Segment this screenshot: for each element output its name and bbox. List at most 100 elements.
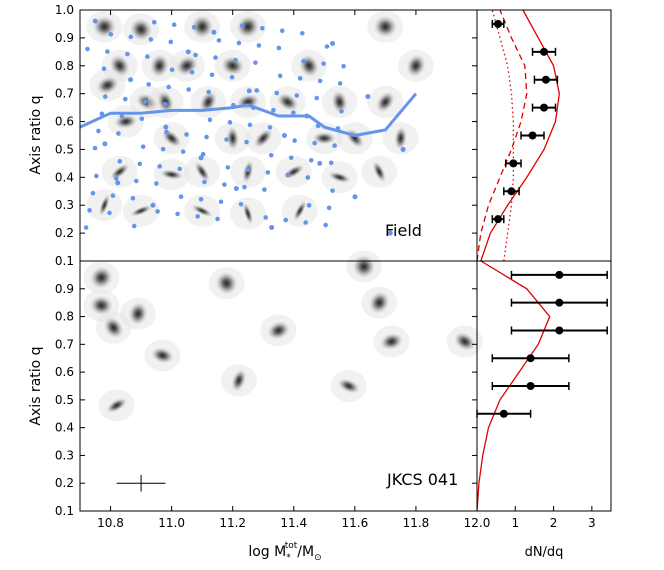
- field-point: [198, 196, 204, 202]
- field-point: [213, 55, 218, 60]
- cluster-distribution-panel: [476, 260, 608, 512]
- field-point: [276, 45, 282, 51]
- field-point: [240, 23, 245, 29]
- distribution-x-axis-ticks: 1 2 3: [476, 506, 596, 530]
- field-point: [162, 101, 168, 107]
- field-point: [337, 81, 343, 86]
- field-point: [130, 195, 136, 201]
- field-point: [262, 187, 267, 192]
- galaxy-image: [226, 126, 240, 151]
- field-point: [202, 179, 207, 185]
- distribution-point: [526, 354, 535, 363]
- galaxy-image: [190, 14, 214, 39]
- field-point: [171, 22, 177, 28]
- y-tick-label: 0.5: [55, 393, 74, 407]
- field-point: [164, 129, 169, 135]
- y-tick-label: 0.2: [55, 476, 74, 490]
- galaxy-image: [328, 171, 352, 184]
- x-axis-title-main: log M: [248, 544, 286, 560]
- field-panel-label: Field: [385, 221, 422, 240]
- field-point: [233, 185, 239, 191]
- galaxy-image: [113, 114, 138, 129]
- galaxy-image: [95, 75, 120, 95]
- distribution-point: [528, 131, 537, 140]
- field-point: [253, 60, 258, 65]
- galaxy-image: [128, 301, 148, 326]
- field-point: [283, 217, 289, 223]
- field-point: [303, 220, 309, 225]
- distribution-point: [494, 19, 503, 28]
- galaxy-image: [129, 17, 153, 42]
- field-point: [96, 128, 101, 134]
- galaxy-image: [242, 202, 254, 226]
- field-point: [154, 181, 159, 186]
- field-point: [277, 73, 283, 79]
- y-tick-label: 0.8: [55, 59, 74, 73]
- distribution-point: [540, 47, 548, 56]
- field-point: [246, 88, 252, 94]
- field-point: [131, 223, 137, 229]
- field-point: [332, 143, 337, 148]
- x-axis-title-sub: *: [286, 553, 291, 563]
- field-scatter-panel: 0.1 0.2 0.3 0.4 0.5 0.6 0.7 0.8 0.9 1.0 Field: [55, 3, 478, 268]
- galaxy-image: [379, 332, 404, 351]
- galaxy-image: [394, 126, 408, 151]
- x-tick-label: 11.0: [158, 516, 185, 530]
- y-tick-label: 0.7: [55, 337, 74, 351]
- x-tick-label: 12.0: [464, 516, 491, 530]
- field-point: [139, 116, 145, 122]
- field-point: [326, 205, 332, 211]
- field-point: [178, 194, 184, 200]
- field-point: [291, 110, 296, 116]
- field-point: [125, 51, 130, 57]
- field-point: [94, 173, 99, 179]
- field-point: [215, 216, 220, 222]
- field-point: [297, 76, 303, 81]
- field-point: [224, 137, 229, 142]
- distribution-point: [541, 75, 550, 84]
- field-point: [247, 122, 253, 128]
- field-point: [292, 138, 297, 143]
- field-point: [128, 77, 134, 83]
- x-tick-label: 11.2: [219, 516, 246, 530]
- distribution-x-axis-title: dN/dq: [525, 545, 564, 560]
- distribution-point: [555, 326, 564, 335]
- x-axis-title: log M* tot/M⊙: [248, 541, 321, 563]
- galaxy-image: [276, 92, 299, 112]
- field-point: [260, 25, 265, 31]
- y-tick-label: 0.1: [55, 254, 74, 268]
- x-tick-label: 11.6: [341, 516, 368, 530]
- field-point: [324, 44, 330, 49]
- galaxy-image: [194, 161, 211, 183]
- field-point: [175, 211, 180, 217]
- field-point: [134, 178, 139, 184]
- distribution-point: [540, 103, 548, 112]
- field-point: [151, 19, 157, 25]
- field-point: [110, 193, 116, 198]
- galaxy-image: [220, 55, 245, 76]
- y-tick-label: 0.4: [55, 170, 74, 184]
- field-point: [198, 155, 204, 161]
- field-y-axis-title: Axis ratio q: [28, 95, 44, 174]
- field-point: [312, 140, 317, 146]
- field-point: [128, 34, 134, 40]
- y-tick-label: 0.1: [55, 504, 74, 518]
- field-point: [115, 180, 121, 186]
- distribution-point: [509, 159, 518, 168]
- galaxy-image: [375, 91, 395, 113]
- field-point: [107, 210, 112, 216]
- field-point: [323, 222, 328, 228]
- distribution-x-tick-label: 1: [511, 516, 519, 530]
- y-tick-label: 0.7: [55, 87, 74, 101]
- field-point: [352, 194, 358, 200]
- field-galaxy-images: [86, 10, 434, 230]
- field-point: [166, 84, 171, 90]
- field-point: [328, 160, 334, 166]
- field-point: [254, 88, 260, 93]
- galaxy-image: [331, 90, 348, 114]
- field-point: [114, 176, 119, 181]
- field-point: [400, 146, 406, 152]
- field-point: [160, 146, 166, 152]
- field-point: [269, 225, 275, 231]
- field-point: [180, 149, 186, 154]
